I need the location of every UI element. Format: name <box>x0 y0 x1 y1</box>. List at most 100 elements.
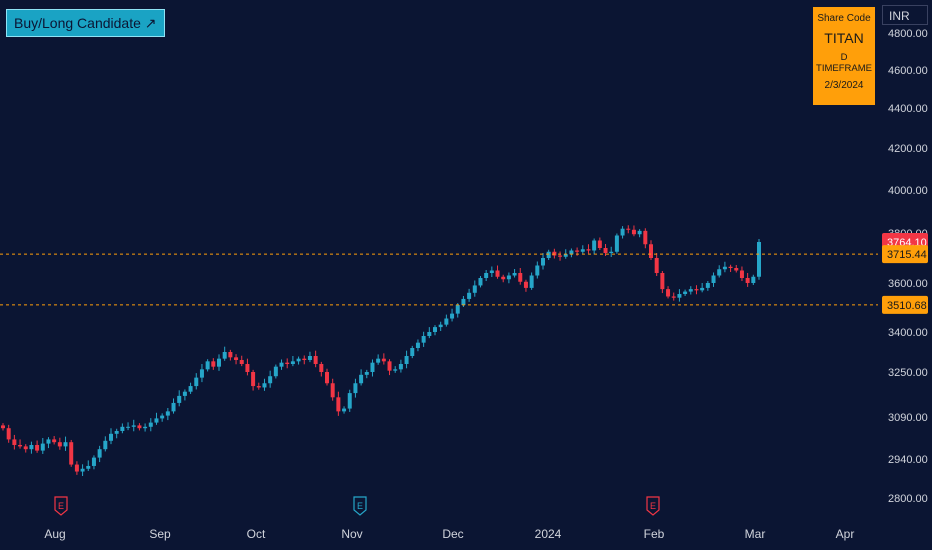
candle-body <box>398 364 403 370</box>
svg-text:3510.68: 3510.68 <box>887 300 927 312</box>
svg-text:E: E <box>650 501 656 511</box>
candle-body <box>290 361 295 364</box>
candle-body <box>683 291 688 295</box>
candle-body <box>751 276 756 283</box>
share-symbol: TITAN <box>824 30 864 46</box>
candle-body <box>86 465 91 469</box>
candle-body <box>376 358 381 363</box>
candle-body <box>654 258 659 273</box>
candle-body <box>541 258 545 266</box>
candle-body <box>205 361 210 370</box>
candle-body <box>359 374 364 384</box>
y-tick-label: 4200.00 <box>888 143 928 155</box>
svg-text:3715.44: 3715.44 <box>887 249 927 261</box>
candle-body <box>69 442 74 465</box>
candle-body <box>370 362 375 372</box>
earnings-icon[interactable]: E <box>646 496 660 516</box>
signal-label: Buy/Long Candidate <box>14 15 141 31</box>
candle-body <box>262 383 267 388</box>
candle-body <box>302 358 307 360</box>
candle-body <box>35 445 40 451</box>
candle-body <box>148 422 153 427</box>
candle-body <box>404 356 409 364</box>
candle-body <box>97 449 102 458</box>
candle-body <box>268 376 273 384</box>
candle-body <box>467 292 472 299</box>
candle-body <box>523 281 528 288</box>
candle-body <box>438 324 443 328</box>
candle-body <box>603 248 608 253</box>
candle-body <box>199 369 204 378</box>
earnings-icon[interactable]: E <box>353 496 367 516</box>
candle-body <box>364 372 369 375</box>
candle-body <box>501 276 506 280</box>
candle-body <box>410 348 415 356</box>
candle-body <box>535 265 540 276</box>
y-tick-label: 2940.00 <box>888 454 928 466</box>
y-tick-label: 3400.00 <box>888 327 928 339</box>
candle-body <box>296 358 301 362</box>
candle-body <box>228 352 233 358</box>
candle-body <box>518 273 523 282</box>
candle-body <box>489 270 494 273</box>
candle-body <box>18 445 23 447</box>
candle-body <box>700 287 705 291</box>
candle-body <box>586 249 591 251</box>
candle-body <box>734 268 739 271</box>
y-tick-label: 2800.00 <box>888 493 928 505</box>
x-tick-label: Apr <box>836 527 855 541</box>
candle-body <box>631 229 636 235</box>
candle-body <box>80 468 85 472</box>
candle-body <box>717 269 722 276</box>
arrow-up-right-icon: ↗ <box>144 15 157 31</box>
candle-body <box>23 446 28 450</box>
candle-body <box>52 439 57 443</box>
candle-body <box>597 240 602 248</box>
candle-body <box>188 386 193 392</box>
x-axis: Aug Sep Oct Nov Dec 2024 Feb Mar Apr <box>44 527 854 541</box>
x-tick-label: Feb <box>644 527 665 541</box>
candle-body <box>393 369 398 371</box>
candle-body <box>728 266 733 268</box>
candle-body <box>279 362 284 367</box>
candle-body <box>609 251 614 253</box>
candle-body <box>495 270 500 277</box>
candle-body <box>694 289 699 291</box>
candle-body <box>319 364 324 372</box>
candle-body <box>484 273 489 278</box>
currency-selector[interactable]: INR <box>882 5 928 25</box>
candle-body <box>154 418 159 423</box>
candle-body <box>256 386 261 388</box>
candle-body <box>427 332 432 336</box>
candle-layer <box>1 225 761 476</box>
y-axis: 2800.00 2940.00 3090.00 3250.00 3400.00 3600.… <box>888 28 928 505</box>
candle-body <box>421 336 426 343</box>
candle-body <box>211 361 216 367</box>
y-tick-label: 4000.00 <box>888 185 928 197</box>
signal-badge: Buy/Long Candidate ↗ <box>6 9 165 37</box>
candle-body <box>46 439 51 444</box>
candle-body <box>103 440 108 450</box>
x-tick-label: Sep <box>149 527 171 541</box>
candle-body <box>529 275 534 288</box>
candle-body <box>222 352 227 359</box>
earnings-icon[interactable]: E <box>54 496 68 516</box>
x-tick-label: Aug <box>44 527 65 541</box>
candle-body <box>74 464 79 472</box>
candle-body <box>643 230 648 245</box>
candle-body <box>757 242 761 277</box>
candle-body <box>160 415 165 419</box>
x-tick-label: Oct <box>247 527 266 541</box>
candle-body <box>626 228 631 230</box>
y-tick-label: 4400.00 <box>888 103 928 115</box>
candle-body <box>546 251 551 258</box>
candle-body <box>620 228 625 236</box>
candle-body <box>91 457 96 466</box>
candle-body <box>120 426 125 431</box>
candle-body <box>63 442 68 447</box>
candle-body <box>381 358 386 362</box>
candle-body <box>671 296 676 298</box>
candle-body <box>552 251 557 256</box>
